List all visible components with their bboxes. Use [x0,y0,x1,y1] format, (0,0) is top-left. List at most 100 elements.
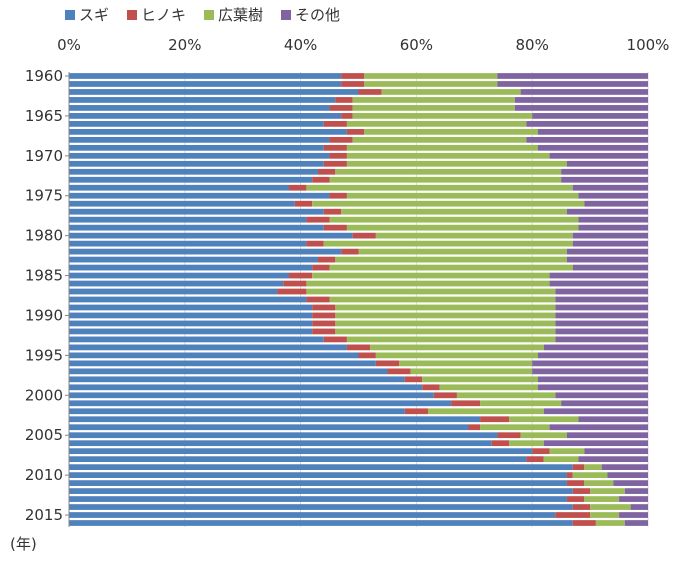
y-tick-label: 2005 [25,426,63,444]
legend-label: その他 [295,6,341,24]
bar-segment [578,224,648,231]
bar-segment [624,520,648,526]
bar-segment [335,168,562,175]
bar-segment [69,336,324,343]
bar-segment [69,200,295,207]
bar-segment [346,152,550,159]
bar-segment [427,408,544,415]
bar-segment [69,400,452,407]
bar-segment [526,456,544,463]
bar-segment [312,264,330,271]
bar-segment [323,224,347,231]
bar-segment [532,368,648,375]
bar-segment [422,376,538,383]
bar-segment [346,344,371,351]
bar-segment [514,97,648,103]
bar-segment [572,464,585,471]
bar-segment [578,216,648,223]
bar-segment [69,240,307,247]
bar-segment [364,73,498,79]
bar-segment [532,360,648,367]
bar-segment [329,296,556,303]
bar-segment [624,488,648,494]
bar-segment [352,136,527,143]
bar-segment [335,256,567,263]
bar-segment [358,248,567,255]
bar-segment [312,320,336,327]
bar-segment [590,512,620,518]
bar-segment [352,113,533,119]
y-tick-label: 2000 [25,386,63,404]
bar-segment [451,400,481,407]
bar-segment [329,136,353,143]
bar-segment [69,448,533,455]
bar-segment [329,152,347,159]
bar-segment [537,384,648,391]
bar-segment [69,512,556,518]
bar-segment [341,81,365,87]
bar-segment [584,464,602,471]
bar-segment [69,504,573,510]
bar-segment [69,344,347,351]
bar-segment [69,121,324,127]
bar-segment [584,480,614,486]
x-tick-label: 0% [57,36,81,54]
bar-segment [306,216,330,223]
bar-segment [543,440,648,447]
bar-segment [335,328,556,335]
bar-segment [323,121,347,127]
bar-segment [590,504,631,510]
bar-segment [399,360,533,367]
bar-segment [69,408,405,415]
y-tick-label: 2010 [25,466,63,484]
bar-segment [578,192,648,199]
bar-segment [555,320,648,327]
bar-segment [69,288,278,295]
bar-segment [69,73,342,79]
bar-segment [69,304,313,311]
y-tick-label: 1960 [25,67,63,85]
bar-segment [69,232,353,239]
bar-segment [346,336,556,343]
bar-segment [572,488,591,494]
bar-segment [555,288,648,295]
bar-segment [335,97,353,103]
bar-segment [294,200,313,207]
bar-segment [549,424,648,431]
bar-segment [69,216,307,223]
bar-segment [69,272,290,279]
bar-segment [306,184,573,191]
bar-segment [572,472,608,478]
bar-segment [630,504,648,510]
bar-segment [335,304,556,311]
bar-segment [312,272,550,279]
bar-segment [555,328,648,335]
bar-segment [69,97,336,103]
x-tick-label: 80% [516,36,549,54]
bar-segment [69,280,284,287]
bar-segment [561,168,648,175]
x-tick-label: 100% [627,36,670,54]
bar-segment [69,136,330,143]
bar-segment [613,480,648,486]
bar-segment [607,472,648,478]
bar-segment [584,200,648,207]
bar-segment [439,384,538,391]
bar-segment [69,208,324,215]
y-tick-label: 1970 [25,147,63,165]
legend-label: 広葉樹 [218,6,264,24]
bar-segment [312,328,336,335]
bar-segment [572,520,596,526]
y-tick-label: 1985 [25,267,63,285]
bar-segment [566,160,648,167]
bar-segment [69,456,527,463]
bar-segment [595,520,625,526]
bar-segment [69,264,313,271]
bar-segment [352,97,515,103]
y-tick-label: 2015 [25,506,63,524]
bar-segment [277,288,307,295]
bar-segment [543,456,579,463]
legend-label: ヒノキ [141,6,187,24]
bar-segment [549,280,648,287]
